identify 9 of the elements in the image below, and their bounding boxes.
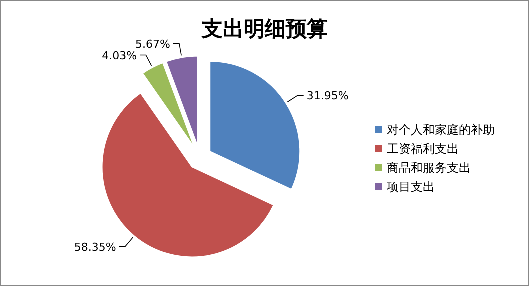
legend-label: 对个人和家庭的补助 [387,123,495,137]
chart-title: 支出明细预算 [201,17,328,41]
data-label: 5.67% [135,38,170,51]
legend-label: 商品和服务支出 [387,161,471,175]
data-label: 31.95% [306,90,349,103]
legend-label: 项目支出 [387,180,435,194]
data-label: 58.35% [74,240,116,254]
legend-label: 工资福利支出 [387,142,459,156]
data-label: 4.03% [102,49,138,62]
